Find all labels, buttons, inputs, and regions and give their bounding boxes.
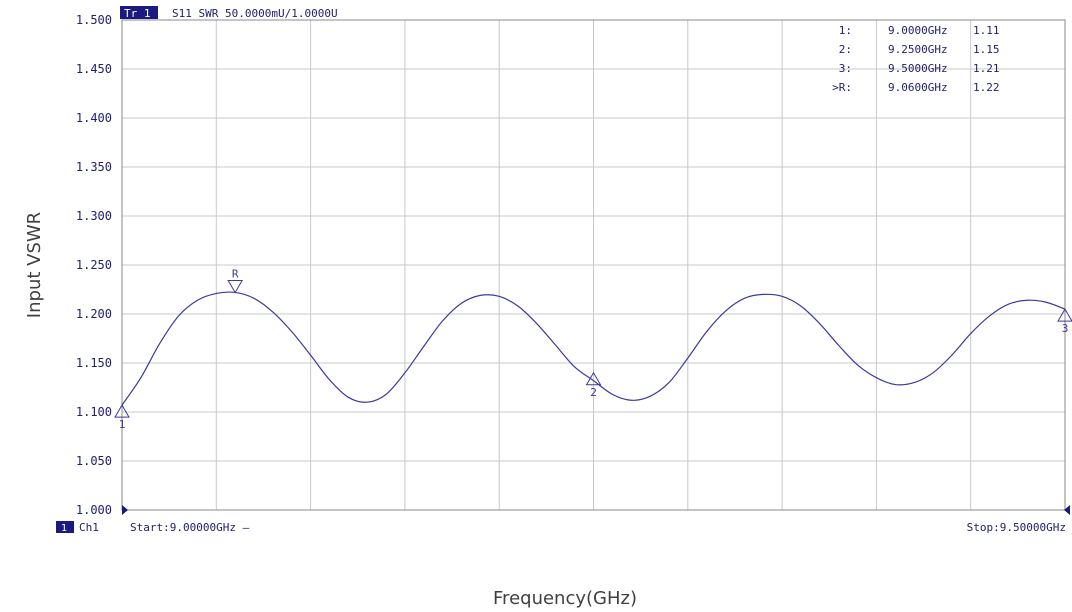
marker-freq: 9.5000GHz: [888, 62, 948, 75]
trace-tag-bg: [120, 6, 158, 19]
marker-2-label: 2: [590, 386, 597, 399]
marker-r-label: R: [232, 267, 239, 280]
plot-frame: [121, 19, 1066, 511]
marker-r-triangle[interactable]: [227, 279, 244, 294]
start-frequency: Start:9.00000GHz —: [130, 521, 250, 534]
y-tick-label: 1.500: [76, 13, 112, 27]
marker-1-triangle[interactable]: [114, 404, 130, 418]
vswr-trace-line: [121, 291, 1066, 406]
y-tick-label: 1.050: [76, 454, 112, 468]
y-tick-label: 1.100: [76, 405, 112, 419]
marker-value: 1.22: [973, 81, 1000, 94]
y-tick-label: 1.000: [76, 503, 112, 517]
marker-3-label: 3: [1062, 322, 1069, 335]
y-tick-label: 1.350: [76, 160, 112, 174]
y-tick-label: 1.400: [76, 111, 112, 125]
channel-label: Ch1: [79, 521, 99, 534]
marker-value: 1.21: [973, 62, 1000, 75]
right-reference-pointer: [1064, 505, 1070, 515]
y-tick-label: 1.150: [76, 356, 112, 370]
channel-number[interactable]: 1: [61, 523, 67, 534]
marker-freq: 9.2500GHz: [888, 43, 948, 56]
channel-tag-bg: [56, 521, 74, 533]
left-reference-pointer: [122, 505, 128, 515]
x-axis-title: Frequency(GHz): [493, 588, 637, 609]
trace-tag[interactable]: Tr 1: [124, 7, 151, 20]
y-tick-label: 1.450: [76, 62, 112, 76]
marker-3-triangle[interactable]: [1057, 308, 1072, 322]
marker-glyphs: 1 2 3 R: [114, 267, 1072, 431]
marker-value: 1.11: [973, 24, 1000, 37]
marker-2-triangle[interactable]: [585, 371, 602, 386]
marker-index: 3:: [839, 62, 852, 75]
y-tick-label: 1.200: [76, 307, 112, 321]
y-tick-label: 1.250: [76, 258, 112, 272]
marker-index: >R:: [832, 81, 852, 94]
marker-value: 1.15: [973, 43, 1000, 56]
y-tick-labels: 1.500 1.450 1.400 1.350 1.300 1.250 1.200 1.150…: [76, 13, 112, 517]
marker-1-label: 1: [119, 418, 126, 431]
stop-frequency: Stop:9.50000GHz: [967, 521, 1066, 534]
marker-index: 1:: [839, 24, 852, 37]
marker-table: 1: 9.0000GHz 1.11 2: 9.2500GHz 1.15 3: 9…: [832, 24, 999, 94]
y-axis-title: Input VSWR: [24, 212, 45, 318]
trace-info: S11 SWR 50.0000mU/1.0000U: [172, 7, 338, 20]
y-tick-label: 1.300: [76, 209, 112, 223]
marker-freq: 9.0600GHz: [888, 81, 948, 94]
marker-index: 2:: [839, 43, 852, 56]
marker-freq: 9.0000GHz: [888, 24, 948, 37]
grid-lines: [122, 20, 1065, 510]
